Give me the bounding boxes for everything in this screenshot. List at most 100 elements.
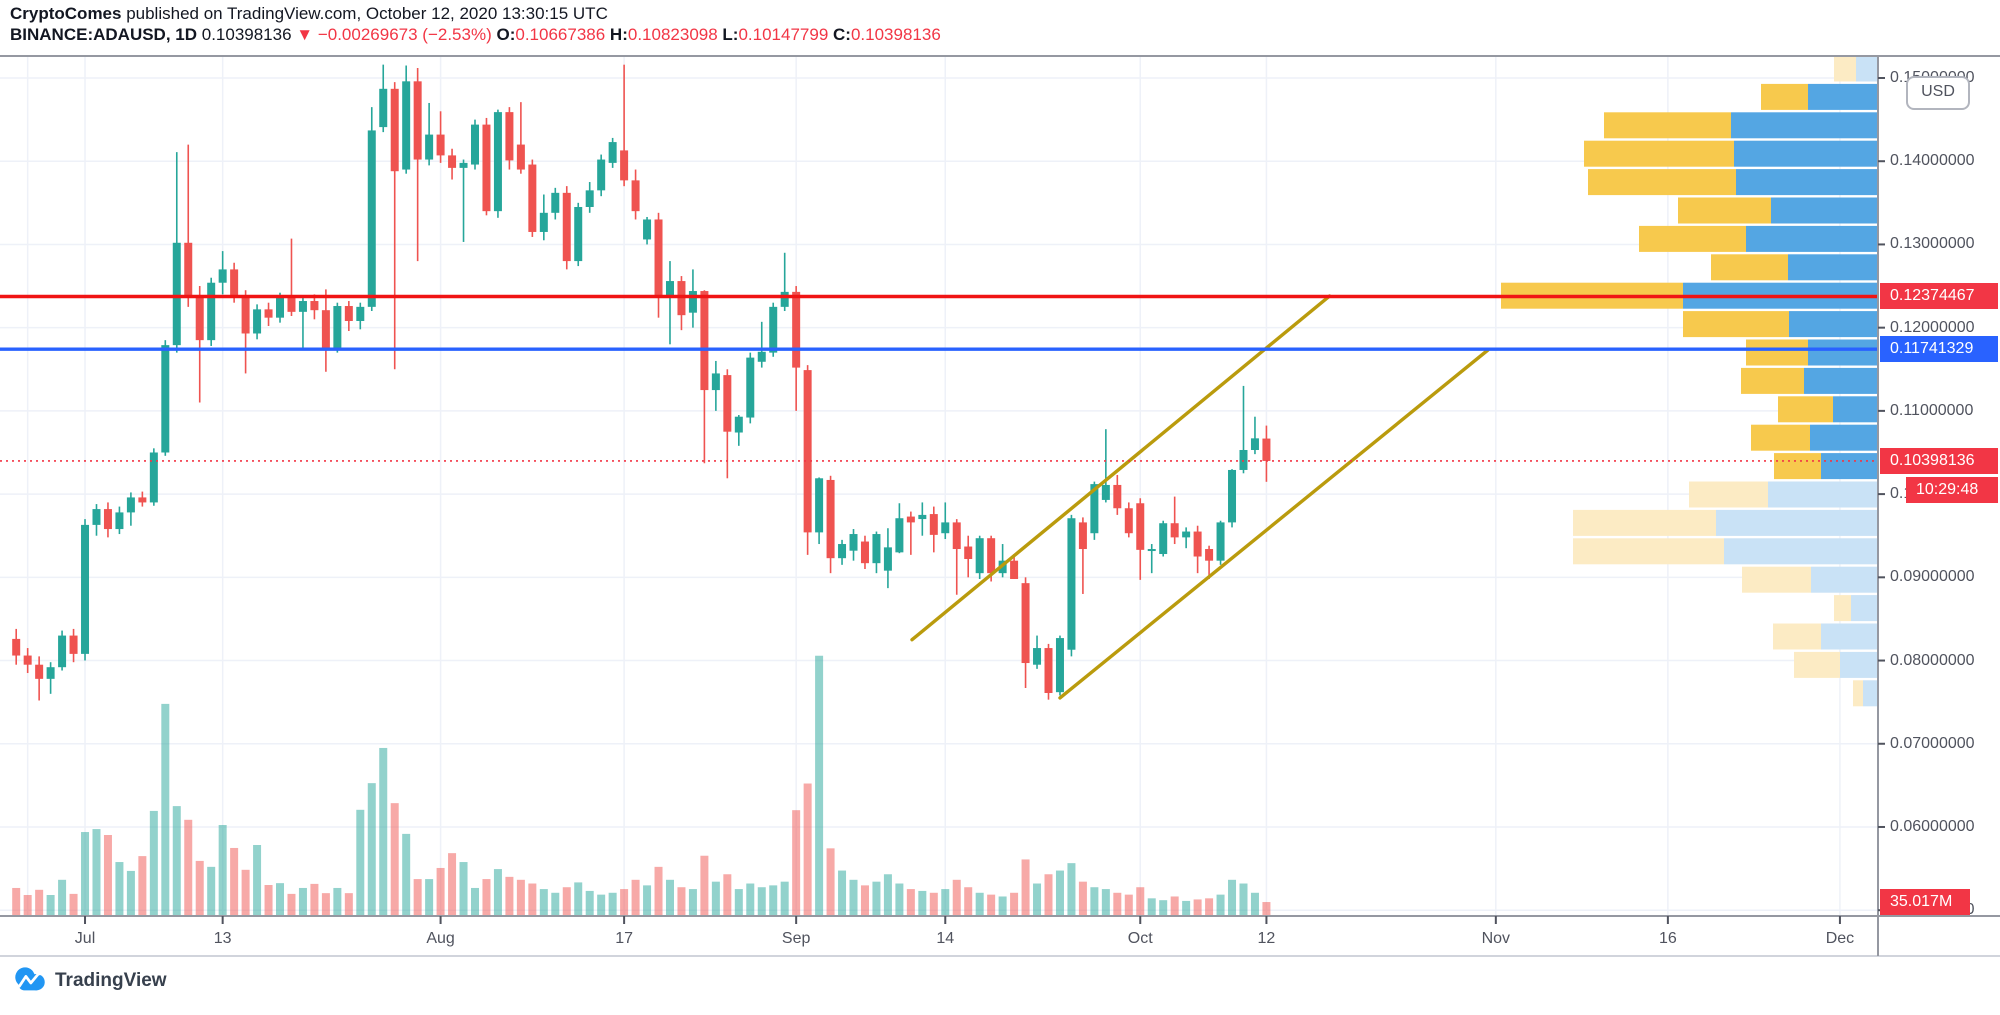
volume-bar	[1021, 859, 1030, 915]
candle-body	[471, 124, 479, 165]
volume-bar	[895, 883, 904, 915]
volume-bar	[711, 881, 720, 915]
volume-bar	[149, 810, 158, 915]
symbol-info-part-4: 0.10667386	[515, 25, 610, 44]
volume-bar	[551, 892, 560, 915]
profile-row-up	[1773, 623, 1821, 650]
volume-bar	[918, 890, 927, 915]
volume-bar	[952, 879, 961, 915]
profile-row-up	[1778, 396, 1833, 423]
candle-body	[883, 547, 892, 571]
candle-body	[665, 281, 674, 297]
profile-row-down	[1851, 595, 1878, 622]
volume-bar	[46, 895, 55, 915]
volume-bar	[929, 892, 938, 915]
volume-bar	[390, 803, 399, 915]
candle-body	[241, 296, 250, 334]
candle-body	[1101, 484, 1110, 500]
candle-body	[516, 144, 525, 170]
candle-body	[436, 134, 445, 156]
volume-bar	[1113, 892, 1122, 915]
candle-body	[23, 655, 32, 665]
volume-bar	[562, 887, 571, 915]
candle-body	[757, 351, 766, 362]
time-tick-label: 12	[1257, 930, 1276, 947]
volume-bar	[860, 885, 869, 915]
volume-bar	[69, 893, 78, 915]
candle-body	[207, 282, 216, 341]
volume-bar	[1067, 863, 1076, 915]
volume-bar	[1044, 874, 1053, 915]
currency-label: USD	[1921, 83, 1955, 100]
volume-profile	[1501, 57, 1878, 707]
tradingview-cloud-icon	[15, 967, 45, 991]
candle-body	[700, 291, 709, 391]
volume-bar	[12, 887, 21, 915]
candle-body	[126, 497, 135, 513]
symbol-info-part-10: 0.10398136	[850, 25, 941, 44]
candle-body	[631, 180, 640, 212]
volume-bar	[815, 655, 824, 915]
profile-row-up	[1853, 680, 1863, 707]
profile-row-up	[1573, 538, 1724, 565]
attribution-part-1: published on TradingView.com, October 12…	[121, 4, 608, 23]
candle-body	[849, 534, 858, 551]
profile-row-down	[1788, 254, 1878, 281]
profile-row-up	[1683, 311, 1789, 338]
volume-bar	[998, 896, 1007, 915]
grid	[0, 56, 1878, 916]
candle-body	[688, 291, 697, 313]
candle-body	[276, 296, 285, 318]
currency-toggle[interactable]: USD	[1906, 76, 1970, 110]
resistance-price-badge: 0.12374467	[1880, 283, 1998, 310]
candle-body	[184, 242, 193, 297]
volume-bar	[1090, 887, 1099, 915]
candle-body	[103, 509, 112, 530]
profile-row-up	[1604, 112, 1731, 139]
symbol-info-part-7: L:	[722, 25, 739, 44]
frame	[0, 55, 2000, 957]
volume-bar	[413, 879, 422, 915]
volume-bar	[1250, 892, 1259, 915]
channel-lower-line	[1058, 348, 1490, 700]
candle-body	[1239, 449, 1248, 470]
candle-body	[230, 269, 239, 297]
candle-body	[1067, 518, 1076, 650]
volume-bar	[1078, 881, 1087, 915]
profile-row-down	[1821, 453, 1878, 480]
volume-bar	[585, 890, 594, 915]
candle-body	[620, 150, 629, 181]
volume-bar	[402, 833, 411, 915]
candle-body	[551, 192, 560, 213]
candle-body	[1090, 484, 1099, 534]
candle-body	[1055, 638, 1064, 693]
symbol-info-part-6: 0.10823098	[627, 25, 723, 44]
volume-bar	[161, 703, 170, 915]
candle-body	[746, 357, 755, 418]
profile-row-up	[1584, 140, 1734, 167]
profile-row-up	[1741, 367, 1804, 394]
volume-bar	[92, 829, 101, 915]
tradingview-logo[interactable]: TradingView	[12, 964, 167, 997]
candle-body	[46, 667, 55, 679]
volume-bar	[941, 889, 950, 915]
volume-bar	[665, 879, 674, 915]
candle-body	[448, 155, 457, 168]
candle-body	[1021, 583, 1030, 664]
profile-row-up	[1774, 453, 1821, 480]
candle-body	[390, 88, 399, 172]
profile-row-up	[1711, 254, 1788, 281]
volume-bar	[81, 832, 90, 915]
volume-bar	[184, 819, 193, 915]
symbol-info-part-0: BINANCE:ADAUSD, 1D	[10, 25, 202, 44]
volume-bar	[1170, 896, 1179, 915]
profile-row-up	[1761, 83, 1808, 110]
volume-bar	[769, 885, 778, 915]
volume-bar	[746, 883, 755, 915]
symbol-info-part-1: 0.10398136	[201, 25, 297, 44]
candle-body	[574, 206, 583, 262]
channel-upper-line	[910, 294, 1332, 642]
attribution-part-0: CryptoComes	[10, 4, 122, 23]
volume-bar	[838, 870, 847, 915]
